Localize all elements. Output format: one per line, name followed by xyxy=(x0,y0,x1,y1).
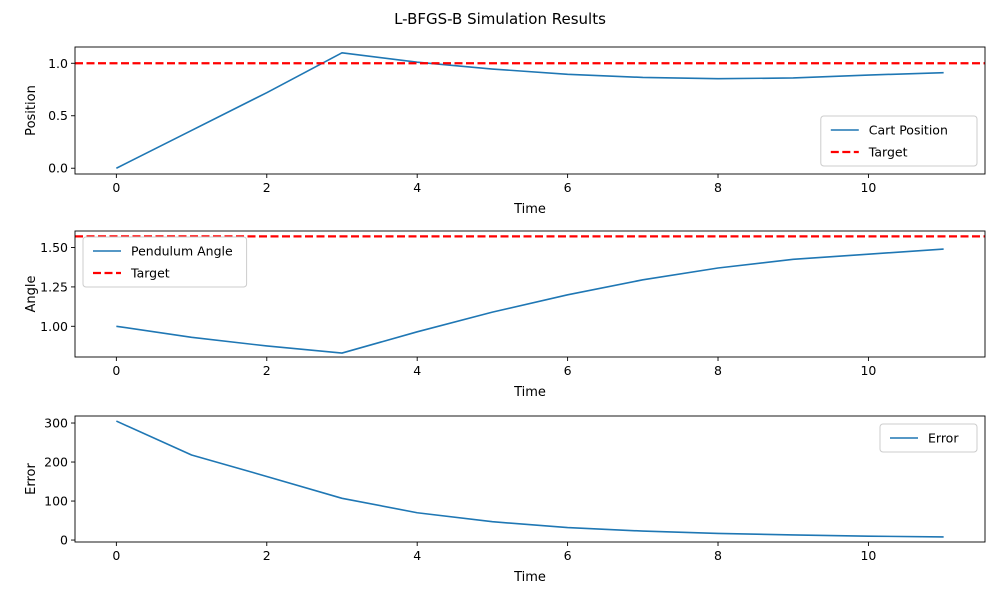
x-tick-label: 4 xyxy=(413,363,421,378)
y-axis-label: Angle xyxy=(24,276,39,313)
subplots: 0 2 4 6 8 10 0.0 0.5 1.0 Time Position Cart Positio… xyxy=(24,46,986,585)
plot-area xyxy=(75,235,985,354)
y-tick-label: 100 xyxy=(44,494,68,509)
axes-frame xyxy=(74,230,986,358)
legend-label: Target xyxy=(130,266,170,281)
x-tick-label: 6 xyxy=(564,180,572,195)
x-axis-label: Time xyxy=(513,385,546,400)
y-axis-label: Error xyxy=(24,463,39,495)
legend-box xyxy=(82,236,248,288)
x-tick-label: 8 xyxy=(714,180,722,195)
y-tick-label: 0 xyxy=(60,533,68,548)
x-tick-label: 10 xyxy=(860,180,876,195)
legend-label: Target xyxy=(868,145,908,160)
legend: Error xyxy=(879,423,978,453)
x-tick-label: 0 xyxy=(112,548,120,563)
legend-label: Cart Position xyxy=(869,123,948,138)
series-line-pendulum-angle xyxy=(116,248,944,354)
x-tick-label: 2 xyxy=(263,180,271,195)
x-tick-label: 8 xyxy=(714,548,722,563)
x-axis-label: Time xyxy=(513,202,546,217)
legend-label: Error xyxy=(928,431,959,446)
x-axis-label: Time xyxy=(513,570,546,585)
legend-box xyxy=(820,115,978,167)
y-tick-label: 1.00 xyxy=(40,319,68,334)
x-tick-label: 6 xyxy=(564,548,572,563)
subplot-2: 0 2 4 6 8 10 1.00 1.25 1.50 Time Angle Pendulum Ang… xyxy=(24,230,986,400)
y-tick-label: 300 xyxy=(44,416,68,431)
axes-frame xyxy=(74,415,986,543)
y-tick-label: 1.50 xyxy=(40,240,68,255)
subplot-1: 0 2 4 6 8 10 0.0 0.5 1.0 Time Position Cart Positio… xyxy=(24,46,986,217)
x-tick-label: 0 xyxy=(112,363,120,378)
plot-area xyxy=(116,420,944,538)
x-tick-label: 8 xyxy=(714,363,722,378)
y-tick-label: 200 xyxy=(44,455,68,470)
y-tick-label: 1.25 xyxy=(40,279,68,294)
x-tick-label: 10 xyxy=(860,548,876,563)
figure-title: L-BFGS-B Simulation Results xyxy=(394,10,606,28)
x-tick-label: 4 xyxy=(413,180,421,195)
y-tick-label: 1.0 xyxy=(48,56,68,71)
y-axis-label: Position xyxy=(24,85,39,136)
x-tick-label: 10 xyxy=(860,363,876,378)
x-tick-label: 4 xyxy=(413,548,421,563)
legend-label: Pendulum Angle xyxy=(131,244,233,259)
x-tick-label: 0 xyxy=(112,180,120,195)
x-tick-label: 6 xyxy=(564,363,572,378)
plot-area xyxy=(75,51,985,169)
y-tick-label: 0.5 xyxy=(48,108,68,123)
x-tick-label: 2 xyxy=(263,548,271,563)
axes-frame xyxy=(74,46,986,175)
series-line-error xyxy=(116,420,944,538)
legend-box xyxy=(879,423,978,453)
y-tick-label: 0.0 xyxy=(48,161,68,176)
legend: Pendulum Angle Target xyxy=(82,236,248,288)
x-tick-label: 2 xyxy=(263,363,271,378)
series-line-cart-position xyxy=(116,51,944,169)
legend: Cart Position Target xyxy=(820,115,978,167)
